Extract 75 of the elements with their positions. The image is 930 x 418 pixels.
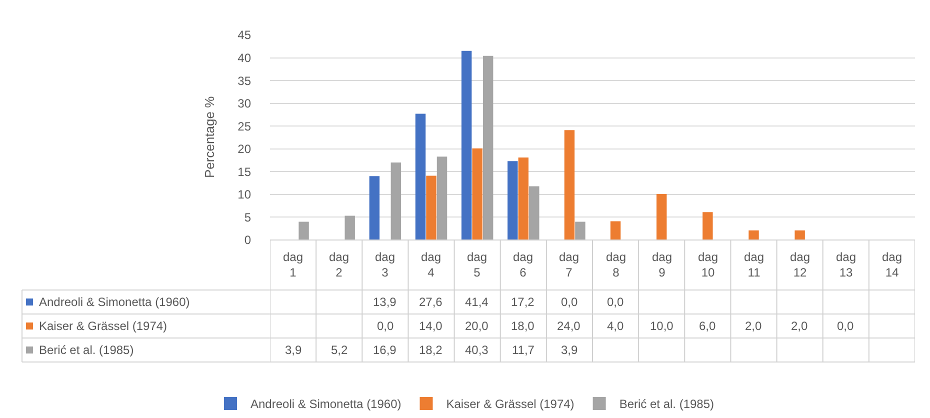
y-axis-title: Percentage % [202,96,217,178]
data-label: 24,0 [557,319,581,333]
data-label: 2,0 [791,319,808,333]
x-tick-label: dag 7 [559,250,580,280]
x-tick-label: dag 4 [421,250,442,280]
data-label: 14,0 [419,319,443,333]
bar [702,212,713,240]
data-label: 11,7 [512,343,535,357]
bar [344,216,355,240]
x-tick-label: dag 3 [375,250,396,280]
data-label: 0,0 [377,319,394,333]
data-label: 27,6 [419,295,443,309]
text: Kaiser & Grässel (1974) [39,319,168,333]
bar [610,221,621,240]
bar [575,222,586,240]
x-tick-label: dag 12 [790,250,810,280]
bar [564,130,575,240]
data-label: 5,2 [331,343,348,357]
y-tick-label: 30 [238,96,252,111]
data-label: 10,0 [650,319,674,333]
data-label: 18,2 [419,343,443,357]
y-tick-label: 35 [238,74,252,88]
x-tick-label: dag 8 [606,250,626,280]
data-label: 4,0 [607,319,624,333]
y-tick-label: 5 [244,210,252,224]
y-tick-label: 45 [238,28,252,42]
bar [415,114,426,240]
x-tick-label: dag 11 [744,250,764,280]
data-label: 13,9 [373,295,397,309]
bar [369,176,380,240]
y-tick-label: 20 [238,142,252,156]
data-label: 40,3 [465,343,489,357]
text: Berić et al. (1985) [39,343,134,357]
bar [436,156,448,240]
y-tick-label: 10 [238,188,252,202]
bar [656,194,667,240]
x-tick-label: dag 13 [836,250,856,280]
x-tick-label: dag 5 [467,250,488,280]
data-label: 0,0 [561,295,578,309]
text: Andreoli & Simonetta (1960) [39,295,190,309]
bar [748,230,759,240]
x-tick-label: dag 1 [283,250,304,280]
y-tick-label: 40 [238,50,252,65]
x-tick-label: dag 6 [513,250,534,280]
bar [508,161,518,240]
legend-label: Berić et al. (1985) [619,397,714,412]
data-label: 20,0 [465,319,489,333]
x-tick-label: dag 9 [652,250,672,280]
data-label: 2,0 [745,319,762,333]
bar [794,230,805,240]
bar [518,158,528,240]
data-label: 16,9 [373,343,397,357]
bar [426,176,436,240]
data-label: 3,9 [285,343,302,357]
data-label: 17,2 [511,295,535,309]
bar [390,162,402,240]
x-tick-label: dag 2 [329,250,350,280]
y-tick-label: 15 [238,164,252,179]
data-label: 18,0 [511,319,535,333]
bar [529,186,540,240]
data-label: 0,0 [607,295,624,309]
bar [461,50,472,240]
bar [482,56,494,240]
data-label: 41,4 [465,295,489,309]
x-tick-label: dag 14 [882,250,902,280]
legend-label: Andreoli & Simonetta (1960) [250,397,402,412]
y-tick-label: 0 [244,233,252,248]
data-label: 0,0 [837,319,854,333]
legend-label: Kaiser & Grässel (1974) [446,397,574,412]
data-label: 3,9 [561,343,578,357]
bar [298,222,309,240]
bar [472,148,482,240]
x-tick-label: dag 10 [698,250,718,280]
data-label: 6,0 [699,319,716,333]
y-tick-label: 25 [238,119,252,134]
